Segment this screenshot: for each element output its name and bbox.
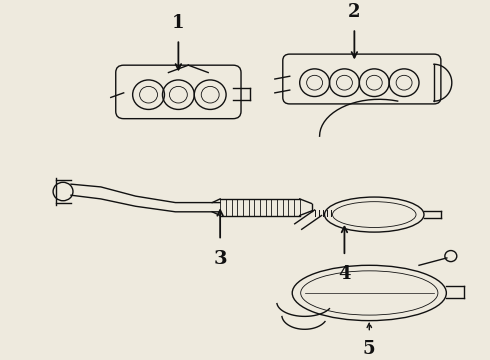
Text: 1: 1 — [172, 14, 185, 32]
Text: 3: 3 — [213, 249, 227, 267]
Text: 2: 2 — [348, 3, 361, 21]
Text: 5: 5 — [363, 340, 376, 358]
Text: 4: 4 — [338, 265, 351, 283]
